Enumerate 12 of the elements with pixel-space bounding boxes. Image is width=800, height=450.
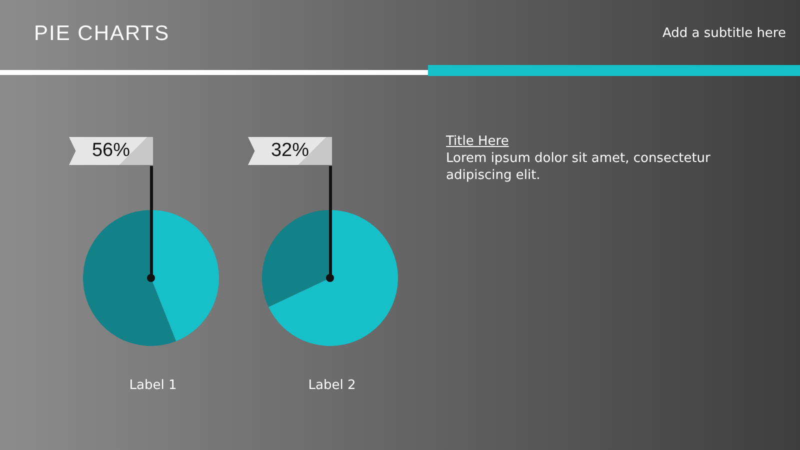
text: Add a subtitle here bbox=[662, 26, 786, 41]
text: PIE CHARTS bbox=[34, 22, 170, 46]
text: Title Here bbox=[446, 133, 510, 150]
pie-slice bbox=[151, 210, 219, 342]
pie-slice bbox=[83, 210, 176, 346]
data-label: 56% bbox=[69, 137, 153, 165]
pie-slice bbox=[262, 210, 330, 307]
pie-slice bbox=[268, 210, 398, 346]
data-label: 32% bbox=[248, 137, 332, 165]
text: Label 1 bbox=[128, 378, 178, 393]
text: Lorem ipsum dolor sit amet, consectetur adipiscing elit. bbox=[446, 150, 712, 184]
text: Label 2 bbox=[307, 378, 357, 393]
